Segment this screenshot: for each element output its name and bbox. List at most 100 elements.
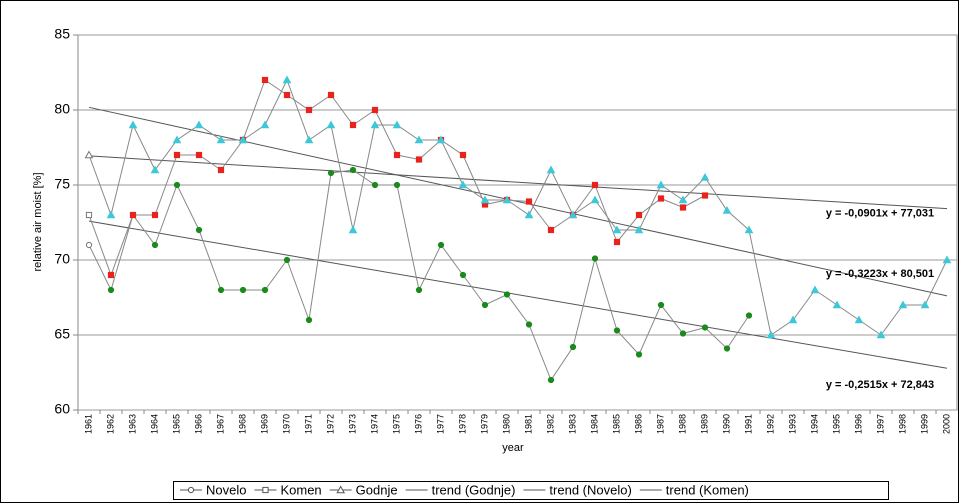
data-point <box>349 121 357 129</box>
data-point <box>370 120 380 129</box>
data-point <box>173 181 181 189</box>
data-point <box>503 291 511 298</box>
x-tick-label: 1980 <box>501 414 511 434</box>
x-tick-label: 1983 <box>567 414 577 434</box>
trend-equation: y = -0,2515x + 72,843 <box>826 379 934 391</box>
data-point <box>459 271 467 279</box>
data-point <box>348 225 358 234</box>
data-point <box>634 225 644 234</box>
data-point <box>195 226 203 234</box>
plot-area <box>77 34 958 411</box>
data-point <box>568 210 578 219</box>
data-point <box>239 286 247 294</box>
data-point <box>591 181 599 189</box>
legend-label: trend (Komen) <box>666 482 749 497</box>
legend: Novelo Komen Godnje trend (Godnje) trend (No… <box>180 482 749 497</box>
data-point <box>283 91 291 99</box>
data-point <box>701 324 709 331</box>
data-point <box>305 316 313 324</box>
data-point <box>546 165 556 174</box>
data-point <box>810 285 820 294</box>
x-tick-label: 1985 <box>611 414 621 434</box>
data-point <box>613 327 621 334</box>
data-point <box>547 226 555 234</box>
x-tick-label: 1998 <box>897 414 907 434</box>
x-tick-label: 1967 <box>215 414 225 434</box>
data-point <box>679 330 687 337</box>
series-line <box>88 78 948 336</box>
trend-line <box>88 155 948 210</box>
legend-marker <box>262 486 269 494</box>
data-point <box>459 151 467 159</box>
x-tick-label: 1971 <box>303 414 313 434</box>
data-point <box>678 195 688 204</box>
data-point <box>481 301 489 309</box>
data-point <box>393 151 401 159</box>
legend-label: Komen <box>280 482 321 497</box>
data-point <box>107 271 115 279</box>
legend-label: Godnje <box>356 482 398 497</box>
data-point <box>547 376 555 384</box>
data-point <box>282 75 292 84</box>
data-point <box>84 150 94 159</box>
data-point <box>635 211 643 219</box>
x-tick-label: 1969 <box>259 414 269 434</box>
data-point <box>480 195 490 204</box>
legend-marker <box>336 485 346 494</box>
data-point <box>414 135 424 144</box>
x-tick-label: 1966 <box>193 414 203 434</box>
data-point <box>217 166 225 174</box>
data-point <box>305 106 313 114</box>
data-point <box>173 151 181 159</box>
data-point <box>569 343 577 351</box>
x-tick-label: 1976 <box>413 414 423 434</box>
data-point <box>679 204 687 211</box>
data-point <box>613 238 621 246</box>
data-point <box>85 241 93 249</box>
x-tick-label: 1992 <box>765 414 775 434</box>
data-point <box>920 300 930 309</box>
x-tick-label: 1991 <box>743 414 753 434</box>
y-tick-label: 75 <box>54 176 70 192</box>
x-tick-label: 1990 <box>721 414 731 434</box>
x-tick-label: 1972 <box>325 414 335 434</box>
legend-label: trend (Novelo) <box>549 482 631 497</box>
x-tick-label: 1987 <box>655 414 665 434</box>
data-point <box>854 315 864 324</box>
legend-label: Novelo <box>206 482 246 497</box>
data-point <box>723 345 731 352</box>
x-tick-label: 1984 <box>589 414 599 434</box>
data-point <box>106 210 116 219</box>
x-tick-label: 1994 <box>809 414 819 434</box>
data-point <box>525 321 533 328</box>
x-tick-label: 2000 <box>941 414 951 434</box>
data-point <box>151 241 159 249</box>
data-point <box>700 172 710 181</box>
data-point <box>371 106 379 114</box>
data-point <box>261 76 269 84</box>
y-tick-label: 70 <box>54 251 70 267</box>
data-point <box>129 211 137 219</box>
data-point <box>217 286 225 294</box>
x-tick-label: 1982 <box>545 414 555 434</box>
data-point <box>327 169 335 177</box>
data-point <box>766 330 776 339</box>
data-point <box>371 181 379 189</box>
y-tick-label: 85 <box>54 26 70 42</box>
x-tick-label: 1963 <box>127 414 137 434</box>
data-point <box>832 300 842 309</box>
x-tick-label: 1978 <box>457 414 467 434</box>
trend-line <box>88 106 948 297</box>
legend-marker <box>187 486 195 494</box>
data-point <box>898 300 908 309</box>
x-tick-label: 1993 <box>787 414 797 434</box>
data-point <box>392 120 402 129</box>
data-point <box>525 198 533 205</box>
data-point <box>591 255 599 262</box>
trend-line <box>88 220 948 369</box>
x-tick-label: 1973 <box>347 414 357 434</box>
x-tick-label: 1968 <box>237 414 247 434</box>
data-point <box>657 195 665 202</box>
data-point <box>304 135 314 144</box>
